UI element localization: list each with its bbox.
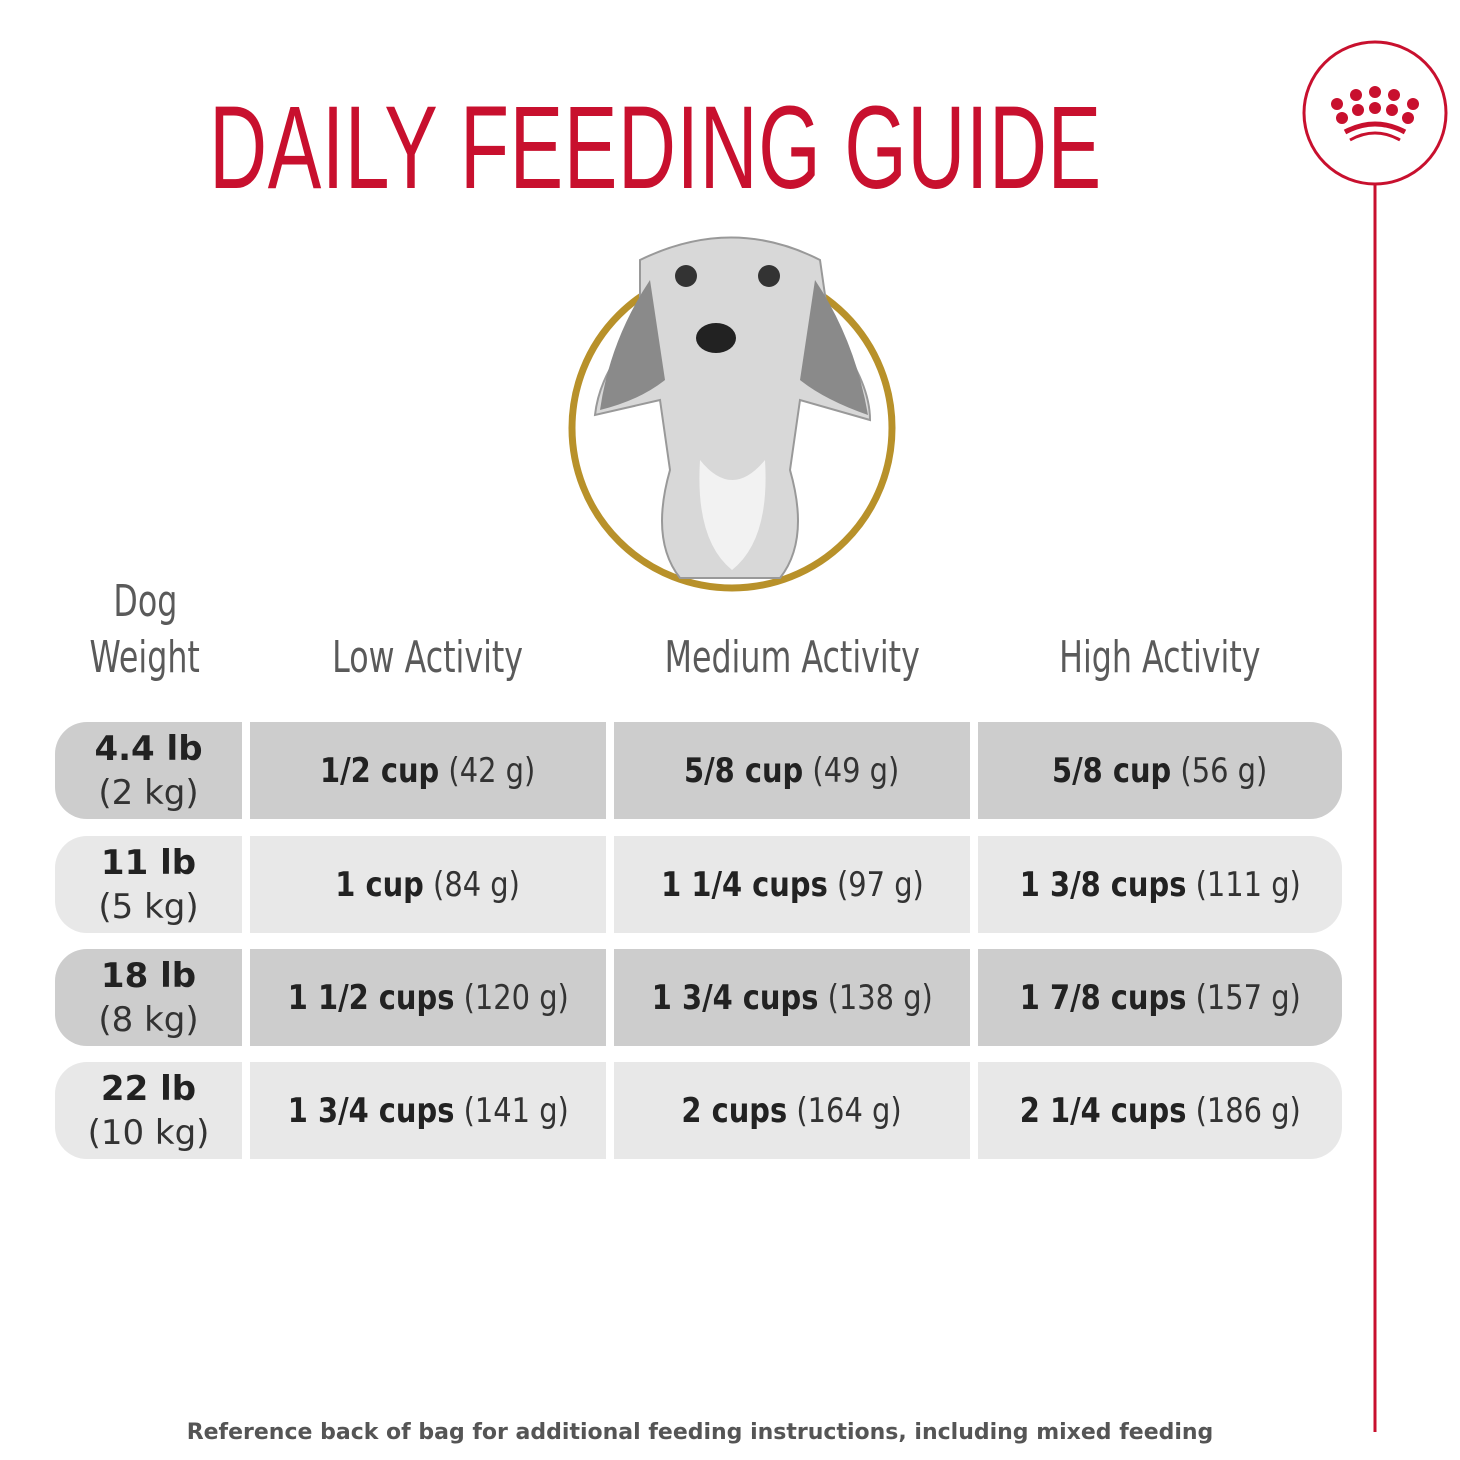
cups-amount: 5/8 cup <box>684 750 804 791</box>
high-activity-cell: 2 1/4 cups (186 g) <box>978 1062 1342 1159</box>
grams-amount: (56 g) <box>1180 750 1268 791</box>
cups-amount: 1 3/8 cups <box>1019 864 1187 905</box>
cups-amount: 1 3/4 cups <box>287 1090 455 1131</box>
header-weight-line2: Weight <box>89 632 201 683</box>
table-row: 4.4 lb (2 kg) 1/2 cup (42 g) 5/8 cup (49… <box>55 722 1342 819</box>
weight-lb: 22 lb <box>100 1068 197 1109</box>
header-dog-weight: Dog Weight <box>45 574 245 686</box>
cups-amount: 2 1/4 cups <box>1019 1090 1187 1131</box>
weight-lb: 11 lb <box>100 842 197 883</box>
header-medium-text: Medium Activity <box>664 632 920 683</box>
weight-kg: (5 kg) <box>98 886 199 927</box>
weight-cell: 22 lb (10 kg) <box>55 1062 242 1159</box>
cups-amount: 1 3/4 cups <box>651 977 819 1018</box>
weight-kg: (8 kg) <box>98 999 199 1040</box>
medium-activity-cell: 1 1/4 cups (97 g) <box>614 836 970 933</box>
weight-lb: 4.4 lb <box>94 728 203 769</box>
weight-cell: 4.4 lb (2 kg) <box>55 722 242 819</box>
low-activity-cell: 1 1/2 cups (120 g) <box>250 949 606 1046</box>
page-title: DAILY FEEDING GUIDE <box>0 88 1460 208</box>
medium-activity-cell: 1 3/4 cups (138 g) <box>614 949 970 1046</box>
header-low-activity: Low Activity <box>250 632 606 683</box>
weight-kg: (2 kg) <box>98 772 199 813</box>
cups-amount: 1/2 cup <box>320 750 440 791</box>
grams-amount: (164 g) <box>796 1090 903 1131</box>
grams-amount: (141 g) <box>463 1090 569 1131</box>
header-high-text: High Activity <box>1059 632 1261 683</box>
grams-amount: (97 g) <box>836 864 924 905</box>
low-activity-cell: 1 3/4 cups (141 g) <box>250 1062 606 1159</box>
table-row: 22 lb (10 kg) 1 3/4 cups (141 g) 2 cups … <box>55 1062 1342 1159</box>
grams-amount: (120 g) <box>463 977 569 1018</box>
weight-cell: 11 lb (5 kg) <box>55 836 242 933</box>
grams-amount: (157 g) <box>1195 977 1301 1018</box>
grams-amount: (42 g) <box>448 750 536 791</box>
table-row: 11 lb (5 kg) 1 cup (84 g) 1 1/4 cups (97… <box>55 836 1342 933</box>
header-high-activity: High Activity <box>978 632 1342 683</box>
cups-amount: 5/8 cup <box>1052 750 1172 791</box>
low-activity-cell: 1 cup (84 g) <box>250 836 606 933</box>
medium-activity-cell: 5/8 cup (49 g) <box>614 722 970 819</box>
footer-note: Reference back of bag for additional fee… <box>186 1420 1214 1445</box>
grams-amount: (186 g) <box>1195 1090 1301 1131</box>
dachshund-portrait <box>568 236 896 592</box>
grams-amount: (84 g) <box>433 864 521 905</box>
high-activity-cell: 5/8 cup (56 g) <box>978 722 1342 819</box>
cups-amount: 1 7/8 cups <box>1019 977 1187 1018</box>
header-medium-activity: Medium Activity <box>614 632 970 683</box>
royal-canin-crown-icon <box>1302 40 1448 1432</box>
page-title-text: DAILY FEEDING GUIDE <box>208 82 1102 214</box>
low-activity-cell: 1/2 cup (42 g) <box>250 722 606 819</box>
header-weight-line1: Dog <box>113 576 177 627</box>
cups-amount: 2 cups <box>681 1090 788 1131</box>
weight-lb: 18 lb <box>100 955 197 996</box>
high-activity-cell: 1 7/8 cups (157 g) <box>978 949 1342 1046</box>
grams-amount: (138 g) <box>827 977 933 1018</box>
grams-amount: (49 g) <box>812 750 900 791</box>
medium-activity-cell: 2 cups (164 g) <box>614 1062 970 1159</box>
header-low-text: Low Activity <box>332 632 524 683</box>
grams-amount: (111 g) <box>1195 864 1301 905</box>
cups-amount: 1 1/2 cups <box>287 977 455 1018</box>
cups-amount: 1 cup <box>335 864 425 905</box>
weight-cell: 18 lb (8 kg) <box>55 949 242 1046</box>
high-activity-cell: 1 3/8 cups (111 g) <box>978 836 1342 933</box>
table-row: 18 lb (8 kg) 1 1/2 cups (120 g) 1 3/4 cu… <box>55 949 1342 1046</box>
weight-kg: (10 kg) <box>87 1112 210 1153</box>
cups-amount: 1 1/4 cups <box>660 864 828 905</box>
